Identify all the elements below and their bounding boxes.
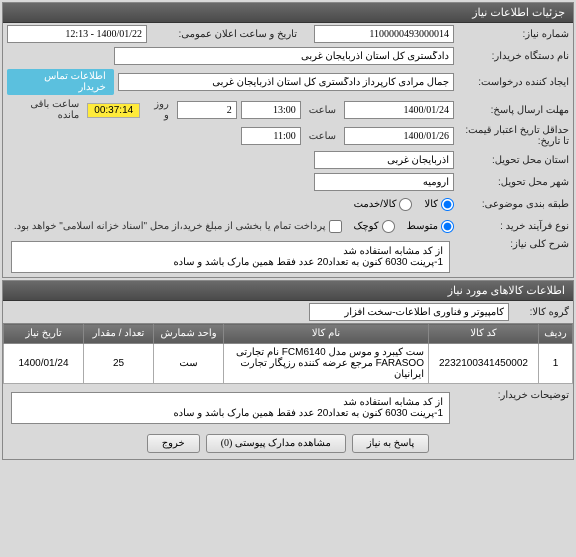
group-label: گروه کالا: [509,307,569,318]
need-no-input[interactable] [314,25,454,43]
cell-date: 1400/01/24 [4,344,84,384]
validity-date-input[interactable] [344,127,454,145]
goods-panel: اطلاعات کالاهای مورد نیاز گروه کالا: ردی… [2,280,574,460]
public-date-label: تاریخ و ساعت اعلان عمومی: [147,29,297,40]
service-radio-item[interactable]: کالا/خدمت [354,198,413,211]
desc-label: شرح کلی نیاز: [454,239,569,250]
desc-box: از کد مشابه استفاده شد 1-پرینت 6030 کنون… [11,241,450,273]
payment-note: پرداخت تمام یا بخشی از مبلغ خرید،از محل … [14,221,326,232]
panel-header: جزئیات اطلاعات نیاز [3,3,573,23]
goods-panel-header: اطلاعات کالاهای مورد نیاز [3,281,573,301]
attachments-button[interactable]: مشاهده مدارک پیوستی (0) [206,434,346,453]
deadline-time-input[interactable] [241,101,301,119]
countdown-badge: 00:37:14 [87,103,140,118]
buyer-notes-label: توضیحات خریدار: [454,390,569,401]
process-label: نوع فرآیند خرید : [454,221,569,232]
button-row: پاسخ به نیاز مشاهده مدارک پیوستی (0) خرو… [3,428,573,459]
deadline-label: مهلت ارسال پاسخ: [454,105,569,116]
remaining-label: ساعت باقی مانده [7,99,83,121]
buyer-name-input[interactable] [114,47,454,65]
province-input[interactable] [314,151,454,169]
exit-button[interactable]: خروج [147,434,200,453]
goods-radio[interactable] [441,198,454,211]
deadline-days-input[interactable] [177,101,237,119]
th-unit: واحد شمارش [154,324,224,344]
creator-label: ایجاد کننده درخواست: [454,77,569,88]
deadline-date-input[interactable] [344,101,454,119]
need-no-label: شماره نیاز: [454,29,569,40]
th-date: تاریخ نیاز [4,324,84,344]
goods-radio-item[interactable]: کالا [424,198,454,211]
payment-checkbox[interactable] [329,220,342,233]
th-name: نام کالا [224,324,429,344]
validity-label: حداقل تاریخ اعتبار قیمت: تا تاریخ: [454,125,569,147]
cell-row: 1 [539,344,573,384]
service-radio[interactable] [399,198,412,211]
payment-check-item[interactable]: پرداخت تمام یا بخشی از مبلغ خرید،از محل … [14,220,342,233]
buyer-name-label: نام دستگاه خریدار: [454,51,569,62]
public-date-input[interactable] [7,25,147,43]
buyer-notes-box: از کد مشابه استفاده شد 1-پرینت 6030 کنون… [11,392,450,424]
service-radio-label: کالا/خدمت [354,199,397,210]
province-label: استان محل تحویل: [454,155,569,166]
contact-info-badge[interactable]: اطلاعات تماس خریدار [7,69,114,95]
cell-code: 2232100341450002 [429,344,539,384]
table-row[interactable]: 1 2232100341450002 ست کیبرد و موس مدل FC… [4,344,573,384]
medium-radio[interactable] [441,220,454,233]
goods-table: ردیف کد کالا نام کالا واحد شمارش تعداد /… [3,323,573,384]
th-qty: تعداد / مقدار [84,324,154,344]
cell-unit: ست [154,344,224,384]
th-code: کد کالا [429,324,539,344]
need-details-panel: جزئیات اطلاعات نیاز شماره نیاز: تاریخ و … [2,2,574,278]
small-radio[interactable] [382,220,395,233]
day-label: روز و [144,99,173,121]
city-label: شهر محل تحویل: [454,177,569,188]
small-radio-item[interactable]: کوچک [354,220,395,233]
goods-radio-label: کالا [424,199,438,210]
th-row: ردیف [539,324,573,344]
hour-label-1: ساعت [305,105,340,116]
cell-name: ست کیبرد و موس مدل FCM6140 نام تجارتی FA… [224,344,429,384]
city-input[interactable] [314,173,454,191]
reply-button[interactable]: پاسخ به نیاز [352,434,430,453]
medium-radio-item[interactable]: متوسط [407,220,454,233]
creator-input[interactable] [118,73,454,91]
budget-label: طبقه بندی موضوعی: [454,199,569,210]
table-header-row: ردیف کد کالا نام کالا واحد شمارش تعداد /… [4,324,573,344]
cell-qty: 25 [84,344,154,384]
group-input[interactable] [309,303,509,321]
hour-label-2: ساعت [305,131,340,142]
medium-radio-label: متوسط [407,221,438,232]
validity-time-input[interactable] [241,127,301,145]
small-radio-label: کوچک [354,221,379,232]
